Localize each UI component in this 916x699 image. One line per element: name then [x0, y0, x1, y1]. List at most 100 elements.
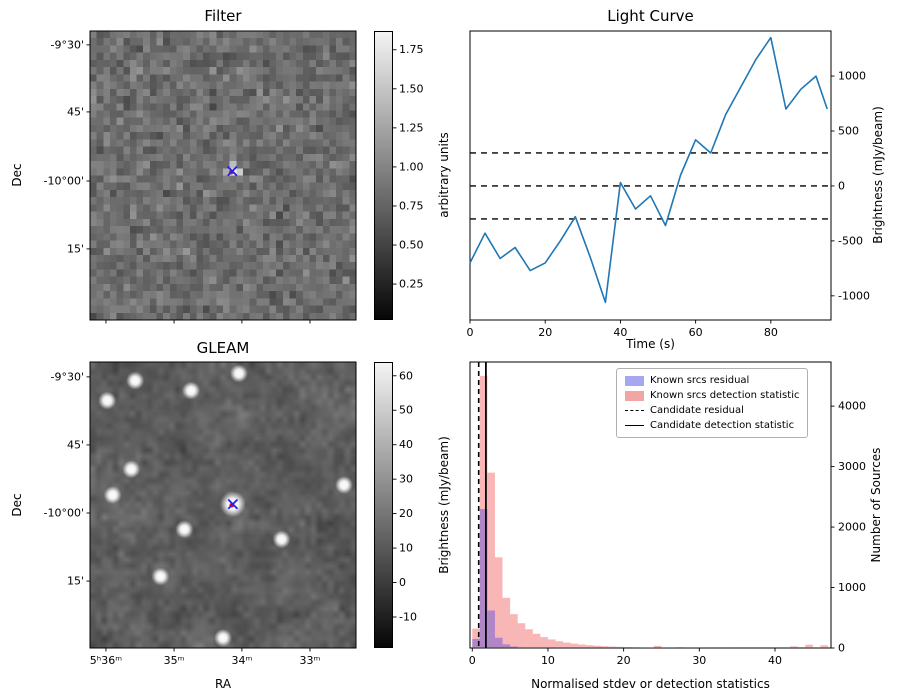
filter-colorbar: [374, 31, 393, 320]
legend-label: Candidate residual: [650, 405, 744, 416]
lightcurve-title: Light Curve: [607, 7, 694, 25]
stat-tick-label: 30: [692, 654, 706, 667]
hist-bar-detstat: [676, 647, 685, 648]
hist-bar-detstat: [608, 646, 617, 648]
dec-tick-label: -9°30': [51, 38, 85, 51]
brightness-tick-label: -500: [838, 234, 863, 247]
legend-label: Candidate detection statistic: [650, 420, 795, 431]
filter-image: [90, 31, 356, 320]
stat-tick-label: 0: [469, 654, 476, 667]
hist-bar-detstat: [494, 557, 503, 648]
gleam-ylabel: Dec: [10, 493, 24, 517]
hist-bar-detstat: [525, 629, 533, 648]
filter-ylabel: Dec: [10, 163, 24, 187]
dec-tick-label: 45': [67, 105, 84, 118]
lightcurve-line: [469, 36, 828, 304]
colorbar-tick-label: 1.00: [399, 160, 424, 173]
legend-entry: Candidate residual: [625, 403, 799, 418]
colorbar-tick-label: 0: [399, 576, 406, 589]
hist-bar-residual: [502, 644, 511, 648]
filter-colorbar-label: arbitrary units: [437, 132, 451, 218]
colorbar-tick-label: 1.75: [399, 43, 424, 56]
brightness-tick-label: 1000: [838, 70, 866, 83]
legend-entry: Known srcs residual: [625, 373, 799, 388]
hist-bar-residual: [517, 647, 526, 648]
dec-tick-label: 15': [67, 242, 84, 255]
legend-label: Known srcs detection statistic: [650, 390, 800, 401]
dec-tick-label: 45': [67, 438, 84, 451]
colorbar-tick-label: 60: [399, 369, 413, 382]
colorbar-tick-label: 10: [399, 542, 413, 555]
ra-tick-label: 34ᵐ: [231, 654, 252, 667]
hist-bar-detstat: [820, 645, 828, 648]
hist-bar-residual: [510, 646, 518, 648]
sources-tick-label: 4000: [838, 400, 866, 413]
hist-bar-detstat: [532, 633, 541, 648]
hist-bar-detstat: [653, 645, 662, 648]
histogram-ylabel: Number of Sources: [869, 447, 883, 563]
hist-bar-detstat: [616, 646, 624, 648]
hist-bar-detstat: [540, 637, 548, 648]
colorbar-tick-label: 40: [399, 438, 413, 451]
colorbar-tick-label: 1.25: [399, 121, 424, 134]
hist-bar-detstat: [638, 647, 647, 648]
gleam-title: GLEAM: [196, 339, 250, 357]
hist-bar-detstat: [502, 597, 511, 648]
dec-tick-label: -9°30': [51, 370, 85, 383]
stat-tick-label: 10: [541, 654, 555, 667]
legend-solid-line-icon: [625, 425, 644, 426]
hist-bar-residual: [494, 637, 503, 648]
hist-bar-detstat: [790, 646, 798, 648]
hist-bar-detstat: [487, 472, 495, 648]
ra-tick-label: 35ᵐ: [164, 654, 185, 667]
legend-entry: Candidate detection statistic: [625, 418, 799, 433]
dec-tick-label: -10°00': [44, 507, 85, 520]
stat-tick-label: 20: [617, 654, 631, 667]
hist-bar-residual: [472, 638, 480, 648]
sources-tick-label: 1000: [838, 581, 866, 594]
sources-tick-label: 0: [838, 642, 845, 655]
sources-tick-label: 3000: [838, 460, 866, 473]
histogram-xlabel: Normalised stdev or detection statistics: [531, 677, 770, 691]
hist-bar-detstat: [563, 642, 571, 648]
filter-title: Filter: [204, 7, 242, 25]
hist-bar-detstat: [578, 644, 586, 648]
hist-bar-detstat: [600, 646, 609, 648]
colorbar-tick-label: 50: [399, 404, 413, 417]
hist-bar-residual: [487, 610, 495, 648]
lightcurve-xlabel: Time (s): [626, 337, 675, 351]
hist-bar-residual: [479, 508, 488, 648]
brightness-tick-label: -1000: [838, 289, 870, 302]
hist-bar-detstat: [510, 614, 518, 648]
hist-bar-detstat: [479, 375, 488, 648]
colorbar-tick-label: 30: [399, 473, 413, 486]
legend-entry: Known srcs detection statistic: [625, 388, 799, 403]
ra-tick-label: 33ᵐ: [300, 654, 321, 667]
hist-bar-detstat: [472, 628, 480, 648]
legend-label: Known srcs residual: [650, 375, 750, 386]
ra-tick-label: 5ʰ36ᵐ: [90, 654, 122, 667]
hist-bar-detstat: [593, 645, 601, 648]
hist-bar-detstat: [631, 647, 639, 648]
gleam-colorbar-label: Brightness (mJy/beam): [437, 436, 451, 574]
colorbar-tick-label: 1.50: [399, 82, 424, 95]
hist-bar-detstat: [585, 645, 594, 648]
colorbar-tick-label: 0.25: [399, 278, 424, 291]
gleam-colorbar: [374, 362, 393, 648]
lightcurve-ylabel: Brightness (mJy/beam): [871, 106, 885, 244]
colorbar-tick-label: -10: [399, 610, 417, 623]
hist-bar-detstat: [517, 623, 526, 648]
stat-tick-label: 40: [768, 654, 782, 667]
hist-bar-detstat: [547, 639, 556, 648]
hist-bar-detstat: [623, 647, 632, 648]
dec-tick-label: -10°00': [44, 174, 85, 187]
brightness-tick-label: 500: [838, 124, 859, 137]
histogram-legend: Known srcs residual Known srcs detection …: [616, 368, 809, 438]
hist-bar-detstat: [805, 644, 813, 648]
legend-dashed-line-icon: [625, 410, 644, 411]
colorbar-tick-label: 0.50: [399, 239, 424, 252]
colorbar-tick-label: 20: [399, 507, 413, 520]
hist-bar-detstat: [555, 641, 564, 648]
sources-tick-label: 2000: [838, 521, 866, 534]
